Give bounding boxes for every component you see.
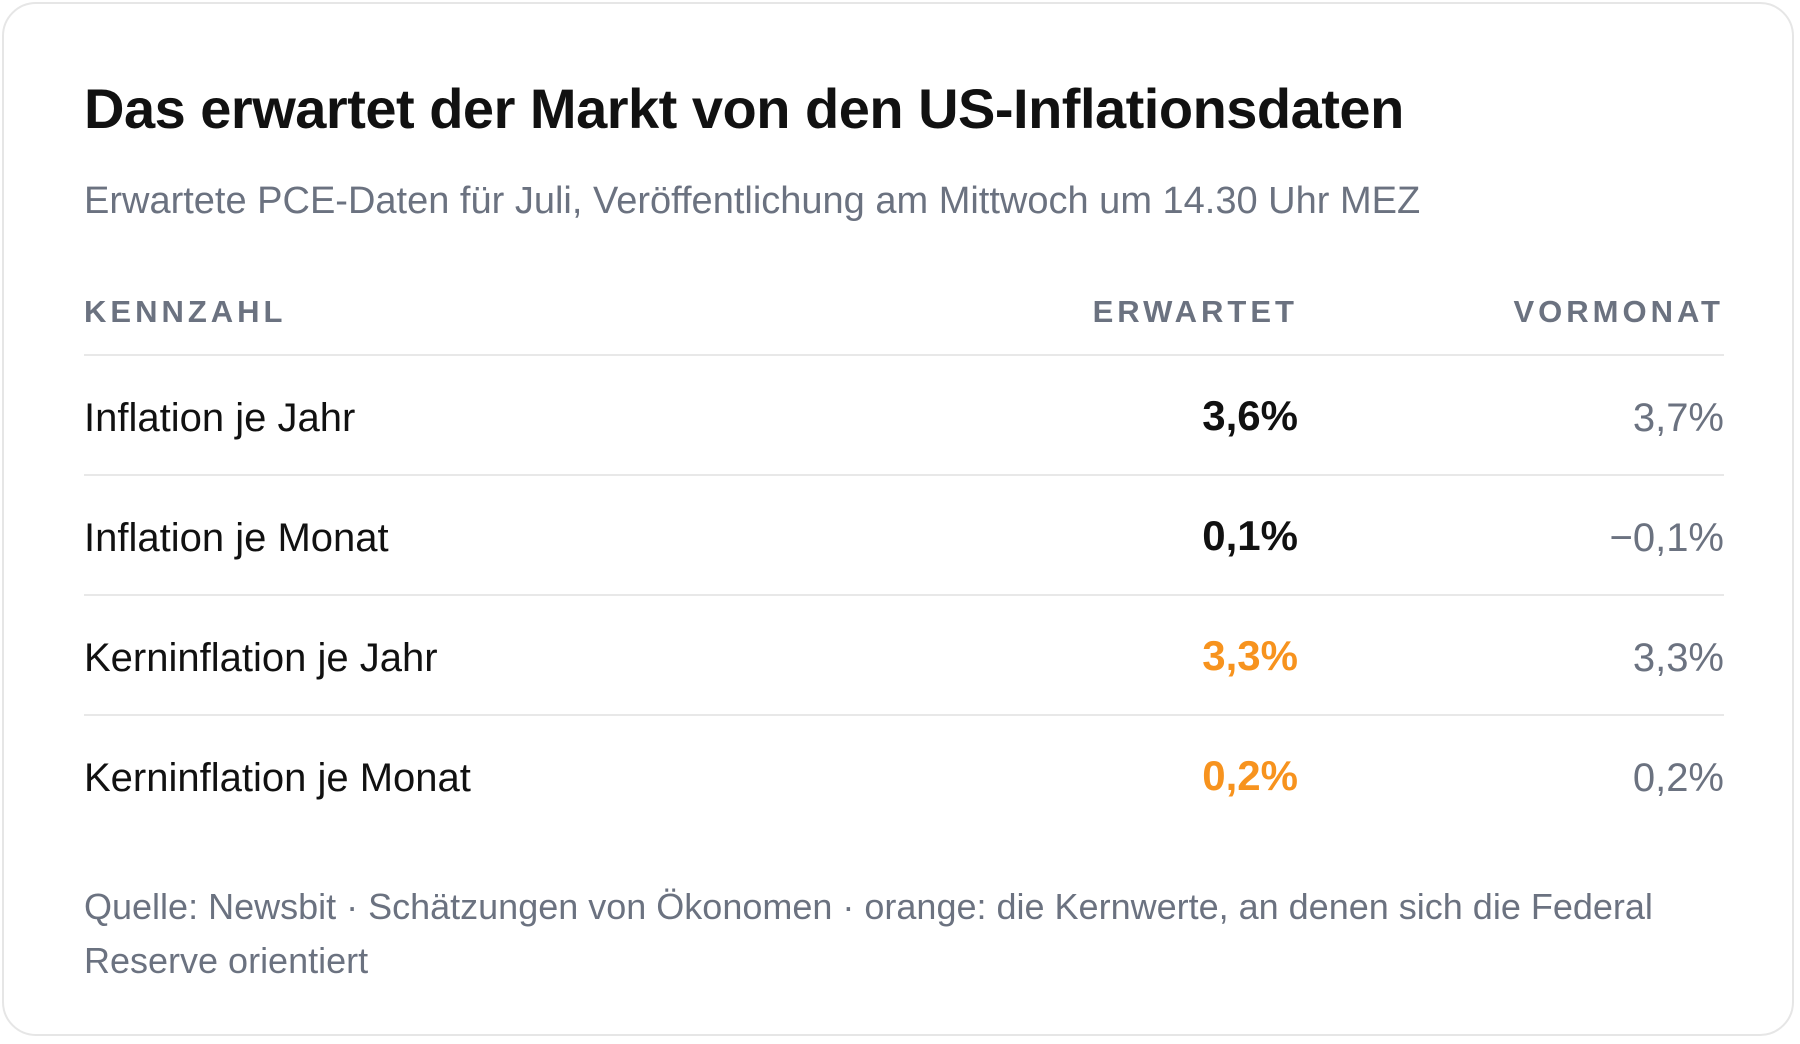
expected-value: 0,1% <box>1202 512 1298 559</box>
table-row: Kerninflation je Jahr 3,3% 3,3% <box>84 596 1724 716</box>
metric-label: Kerninflation je Jahr <box>84 636 438 680</box>
metric-label: Inflation je Jahr <box>84 396 356 440</box>
previous-value: 3,3% <box>1632 636 1724 680</box>
previous-value: −0,1% <box>1609 516 1724 560</box>
expected-value-core: 0,2% <box>1202 752 1298 799</box>
column-header-metric: KENNZAHL <box>84 294 287 329</box>
previous-value: 0,2% <box>1632 756 1724 800</box>
metric-label: Inflation je Monat <box>84 516 389 560</box>
column-header-previous: VORMONAT <box>1513 294 1724 329</box>
chart-title: Das erwartet der Markt von den US-Inflat… <box>84 77 1404 140</box>
table-row: Kerninflation je Monat 0,2% 0,2% <box>84 716 1724 834</box>
metric-label: Kerninflation je Monat <box>84 756 471 800</box>
table-header: KENNZAHL ERWARTET VORMONAT <box>84 274 1724 356</box>
chart-subtitle: Erwartete PCE-Daten für Juli, Veröffentl… <box>84 180 1421 222</box>
previous-value: 3,7% <box>1632 396 1724 440</box>
data-table: KENNZAHL ERWARTET VORMONAT Inflation je … <box>84 274 1724 834</box>
table-row: Inflation je Jahr 3,6% 3,7% <box>84 356 1724 476</box>
column-header-expected: ERWARTET <box>1092 294 1298 329</box>
source-footnote: Quelle: Newsbit · Schätzungen von Ökonom… <box>84 886 1653 981</box>
expected-value: 3,6% <box>1202 392 1298 439</box>
expected-value-core: 3,3% <box>1202 632 1298 679</box>
table-row: Inflation je Monat 0,1% −0,1% <box>84 476 1724 596</box>
